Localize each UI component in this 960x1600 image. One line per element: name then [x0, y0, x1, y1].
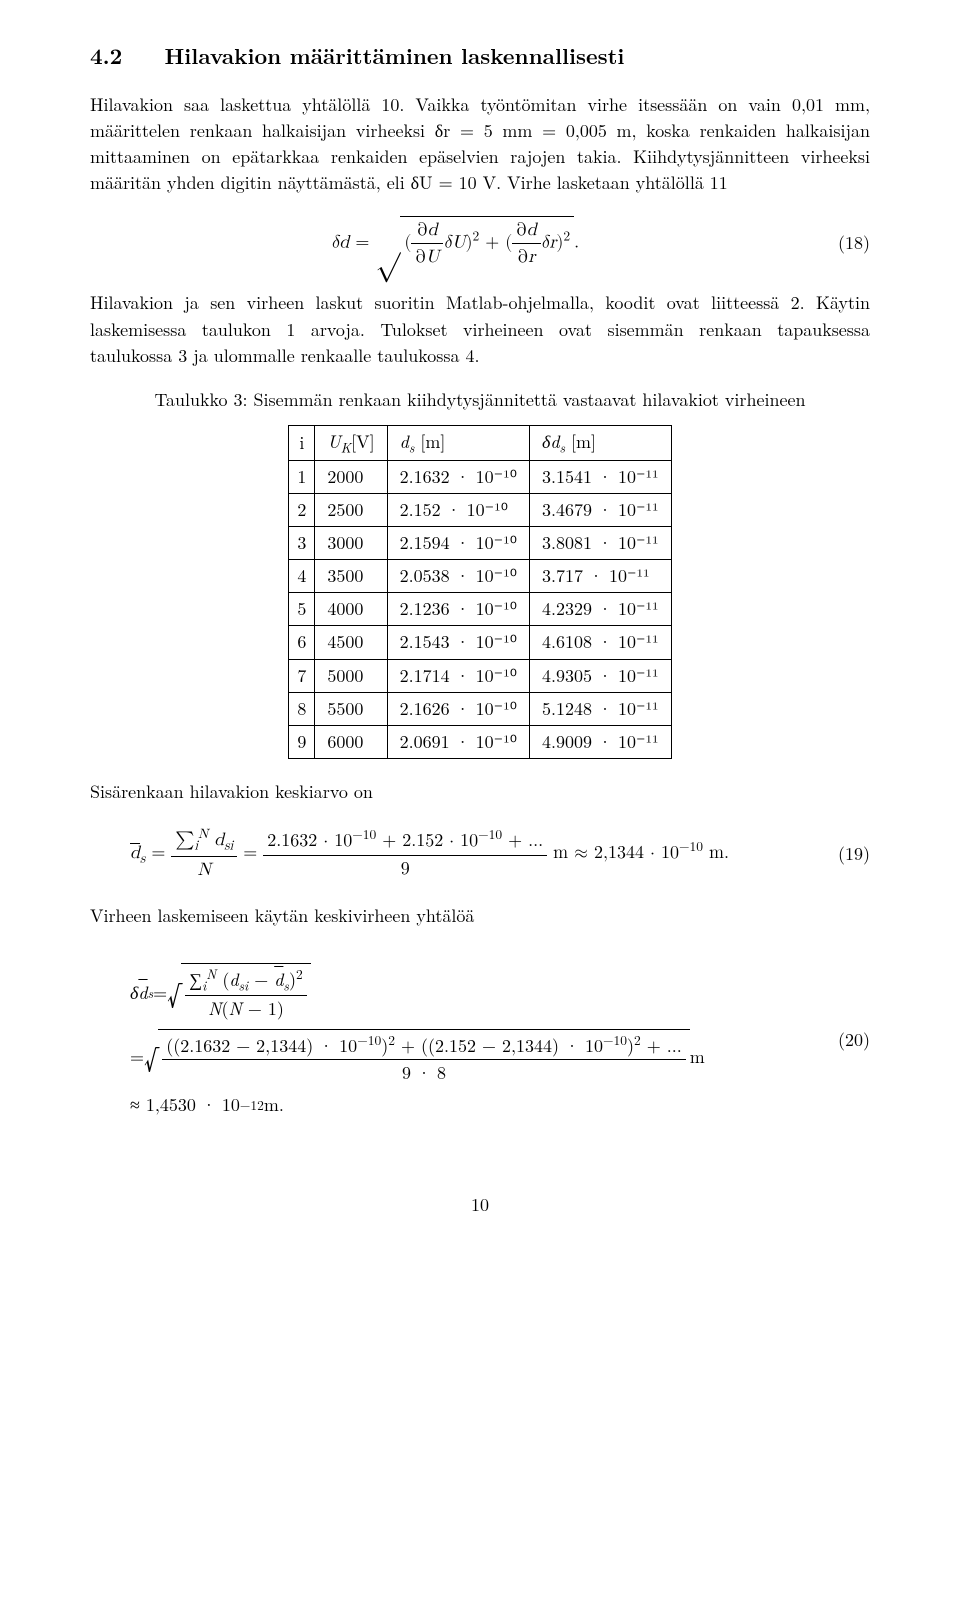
- equation-18-body: δd = √(∂d∂UδU)2 + (∂d∂rδr)2.: [90, 216, 820, 270]
- table-cell: 5.1248 · 10⁻¹¹: [529, 692, 671, 725]
- table-cell: 6000: [315, 725, 387, 758]
- equation-20-line3: ≈ 1,4530 · 10−12 m.: [130, 1092, 820, 1118]
- table-cell: 4000: [315, 593, 387, 626]
- col-ds: ds [m]: [387, 425, 529, 460]
- equation-18-number: (18): [820, 230, 870, 256]
- table-cell: 3: [289, 527, 315, 560]
- table-cell: 2.0538 · 10⁻¹⁰: [387, 560, 529, 593]
- table-row: 645002.1543 · 10⁻¹⁰4.6108 · 10⁻¹¹: [289, 626, 671, 659]
- table-row: 960002.0691 · 10⁻¹⁰4.9009 · 10⁻¹¹: [289, 725, 671, 758]
- equation-19: ds = ∑iN dsiN = 2.1632 · 10−10 + 2.152 ·…: [90, 825, 870, 883]
- table-cell: 2500: [315, 494, 387, 527]
- table-cell: 3.4679 · 10⁻¹¹: [529, 494, 671, 527]
- section-number: 4.2: [90, 40, 122, 71]
- table-cell: 3.8081 · 10⁻¹¹: [529, 527, 671, 560]
- table-row: 330002.1594 · 10⁻¹⁰3.8081 · 10⁻¹¹: [289, 527, 671, 560]
- table-cell: 2.1236 · 10⁻¹⁰: [387, 593, 529, 626]
- paragraph-4: Virheen laskemiseen käytän keskivirheen …: [90, 903, 870, 929]
- table-cell: 2000: [315, 460, 387, 493]
- table-cell: 4.9009 · 10⁻¹¹: [529, 725, 671, 758]
- table-cell: 2.152 · 10⁻¹⁰: [387, 494, 529, 527]
- table-cell: 5000: [315, 659, 387, 692]
- table-header-row: i UK[V] ds [m] δds [m]: [289, 425, 671, 460]
- table-3: i UK[V] ds [m] δds [m] 120002.1632 · 10⁻…: [288, 425, 671, 759]
- table-row: 855002.1626 · 10⁻¹⁰5.1248 · 10⁻¹¹: [289, 692, 671, 725]
- table-cell: 2.1626 · 10⁻¹⁰: [387, 692, 529, 725]
- table-row: 750002.1714 · 10⁻¹⁰4.9305 · 10⁻¹¹: [289, 659, 671, 692]
- table-cell: 3000: [315, 527, 387, 560]
- page-number: 10: [90, 1192, 870, 1218]
- col-dds: δds [m]: [529, 425, 671, 460]
- table-cell: 2: [289, 494, 315, 527]
- table-cell: 3500: [315, 560, 387, 593]
- table-cell: 2.1632 · 10⁻¹⁰: [387, 460, 529, 493]
- table-row: 540002.1236 · 10⁻¹⁰4.2329 · 10⁻¹¹: [289, 593, 671, 626]
- table-cell: 1: [289, 460, 315, 493]
- equation-20-line1: δds = √∑iN (dsi − ds)2N(N − 1): [130, 963, 820, 1022]
- col-uk: UK[V]: [315, 425, 387, 460]
- table-cell: 3.1541 · 10⁻¹¹: [529, 460, 671, 493]
- table-3-caption: Taulukko 3: Sisemmän renkaan kiihdytysjä…: [90, 387, 870, 413]
- table-cell: 4.9305 · 10⁻¹¹: [529, 659, 671, 692]
- table-cell: 6: [289, 626, 315, 659]
- table-cell: 9: [289, 725, 315, 758]
- table-row: 435002.0538 · 10⁻¹⁰3.717 · 10⁻¹¹: [289, 560, 671, 593]
- table-cell: 8: [289, 692, 315, 725]
- equation-19-number: (19): [820, 841, 870, 867]
- equation-20-line2: = √((2.1632 − 2,1344) · 10−10)2 + ((2.15…: [130, 1029, 820, 1086]
- col-i: i: [289, 425, 315, 460]
- paragraph-1: Hilavakion saa laskettua yhtälöllä 10. V…: [90, 92, 870, 196]
- table-cell: 4.6108 · 10⁻¹¹: [529, 626, 671, 659]
- table-cell: 3.717 · 10⁻¹¹: [529, 560, 671, 593]
- table-cell: 2.1543 · 10⁻¹⁰: [387, 626, 529, 659]
- table-cell: 4: [289, 560, 315, 593]
- section-title: Hilavakion määrittäminen laskennallisest…: [164, 40, 624, 71]
- table-row: 120002.1632 · 10⁻¹⁰3.1541 · 10⁻¹¹: [289, 460, 671, 493]
- equation-20: δds = √∑iN (dsi − ds)2N(N − 1) = √((2.16…: [90, 949, 870, 1132]
- section-heading: 4.2 Hilavakion määrittäminen laskennalli…: [90, 40, 870, 72]
- equation-20-number: (20): [820, 1027, 870, 1053]
- table-cell: 5: [289, 593, 315, 626]
- table-cell: 4500: [315, 626, 387, 659]
- table-cell: 2.0691 · 10⁻¹⁰: [387, 725, 529, 758]
- table-cell: 2.1714 · 10⁻¹⁰: [387, 659, 529, 692]
- table-row: 225002.152 · 10⁻¹⁰3.4679 · 10⁻¹¹: [289, 494, 671, 527]
- table-cell: 5500: [315, 692, 387, 725]
- paragraph-2: Hilavakion ja sen virheen laskut suoriti…: [90, 290, 870, 368]
- paragraph-3: Sisärenkaan hilavakion keskiarvo on: [90, 779, 870, 805]
- equation-18: δd = √(∂d∂UδU)2 + (∂d∂rδr)2. (18): [90, 216, 870, 270]
- equation-19-body: ds = ∑iN dsiN = 2.1632 · 10−10 + 2.152 ·…: [90, 825, 820, 883]
- table-cell: 7: [289, 659, 315, 692]
- table-cell: 2.1594 · 10⁻¹⁰: [387, 527, 529, 560]
- table-cell: 4.2329 · 10⁻¹¹: [529, 593, 671, 626]
